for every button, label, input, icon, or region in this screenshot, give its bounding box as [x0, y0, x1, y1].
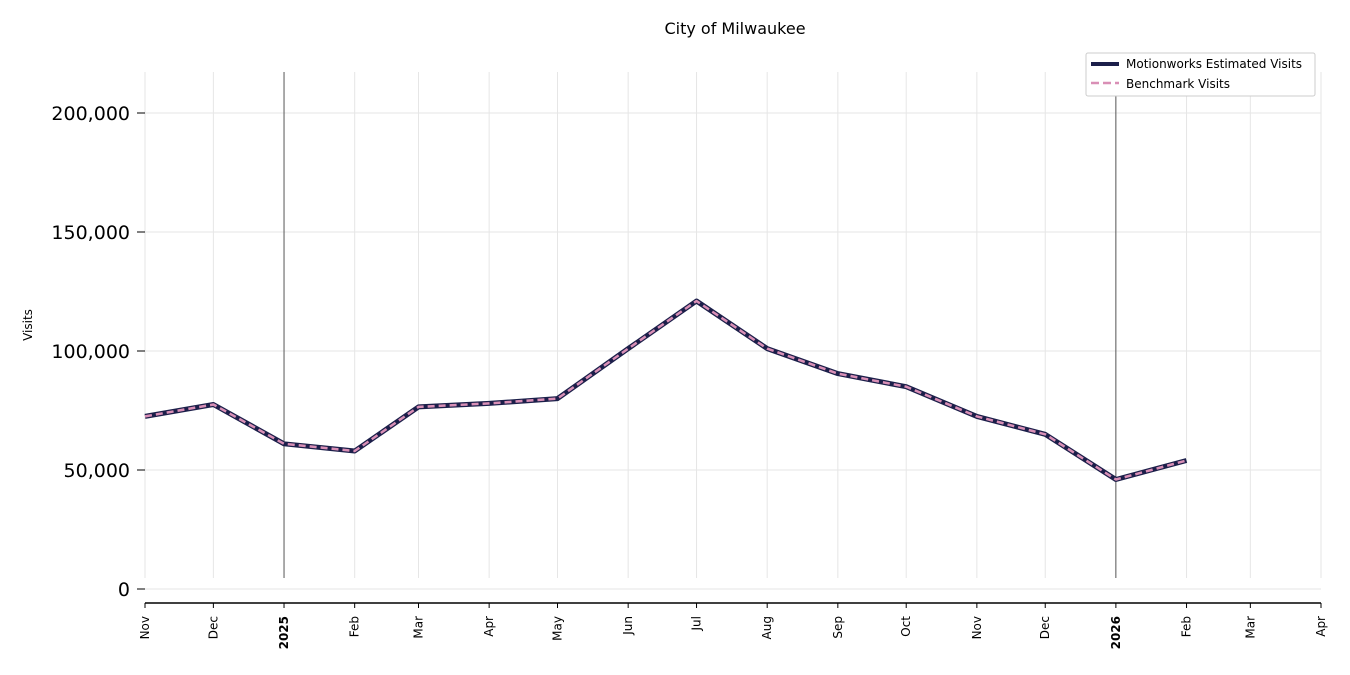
x-tick-label: Feb [1180, 616, 1194, 637]
x-tick-label: Apr [1314, 616, 1328, 637]
x-tick-label: Aug [760, 616, 774, 639]
x-tick-label: Dec [206, 616, 220, 639]
x-tick-label: Apr [482, 616, 496, 637]
series-line-motionworks [144, 298, 1188, 482]
axes: 0 50,000 100,000 150,000 200,000 Nov Dec 2025 Fe… [51, 103, 1328, 649]
x-tick-label: Jun [621, 616, 635, 636]
x-tick-label: Mar [411, 616, 425, 639]
x-tick-label: Nov [970, 616, 984, 639]
series-lines [144, 298, 1188, 482]
chart-title: City of Milwaukee [664, 19, 805, 38]
y-tick-label: 100,000 [51, 341, 130, 363]
y-tick-label: 0 [118, 579, 130, 601]
legend-label-motionworks: Motionworks Estimated Visits [1126, 57, 1302, 71]
x-tick-label: 2025 [277, 616, 291, 649]
legend-label-benchmark: Benchmark Visits [1126, 77, 1230, 91]
y-axis-label: Visits [21, 309, 35, 341]
y-tick-label: 150,000 [51, 222, 130, 244]
x-tick-label: May [551, 616, 565, 641]
x-tick-label: 2026 [1109, 616, 1123, 649]
x-tick-label: Oct [899, 616, 913, 637]
x-tick-label: Mar [1243, 616, 1257, 639]
x-tick-label: Dec [1038, 616, 1052, 639]
year-markers [283, 72, 1117, 578]
y-tick-label: 200,000 [51, 103, 130, 125]
legend-box [1085, 52, 1316, 97]
y-tick-label: 50,000 [64, 460, 130, 482]
legend: Motionworks Estimated Visits Benchmark V… [1085, 52, 1316, 97]
series-line-benchmark [144, 299, 1187, 481]
x-tick-label: Sep [831, 616, 845, 639]
gridlines [144, 72, 1322, 590]
x-tick-label: Jul [690, 616, 704, 631]
x-tick-label: Nov [138, 616, 152, 639]
x-tick-label: Feb [348, 616, 362, 637]
